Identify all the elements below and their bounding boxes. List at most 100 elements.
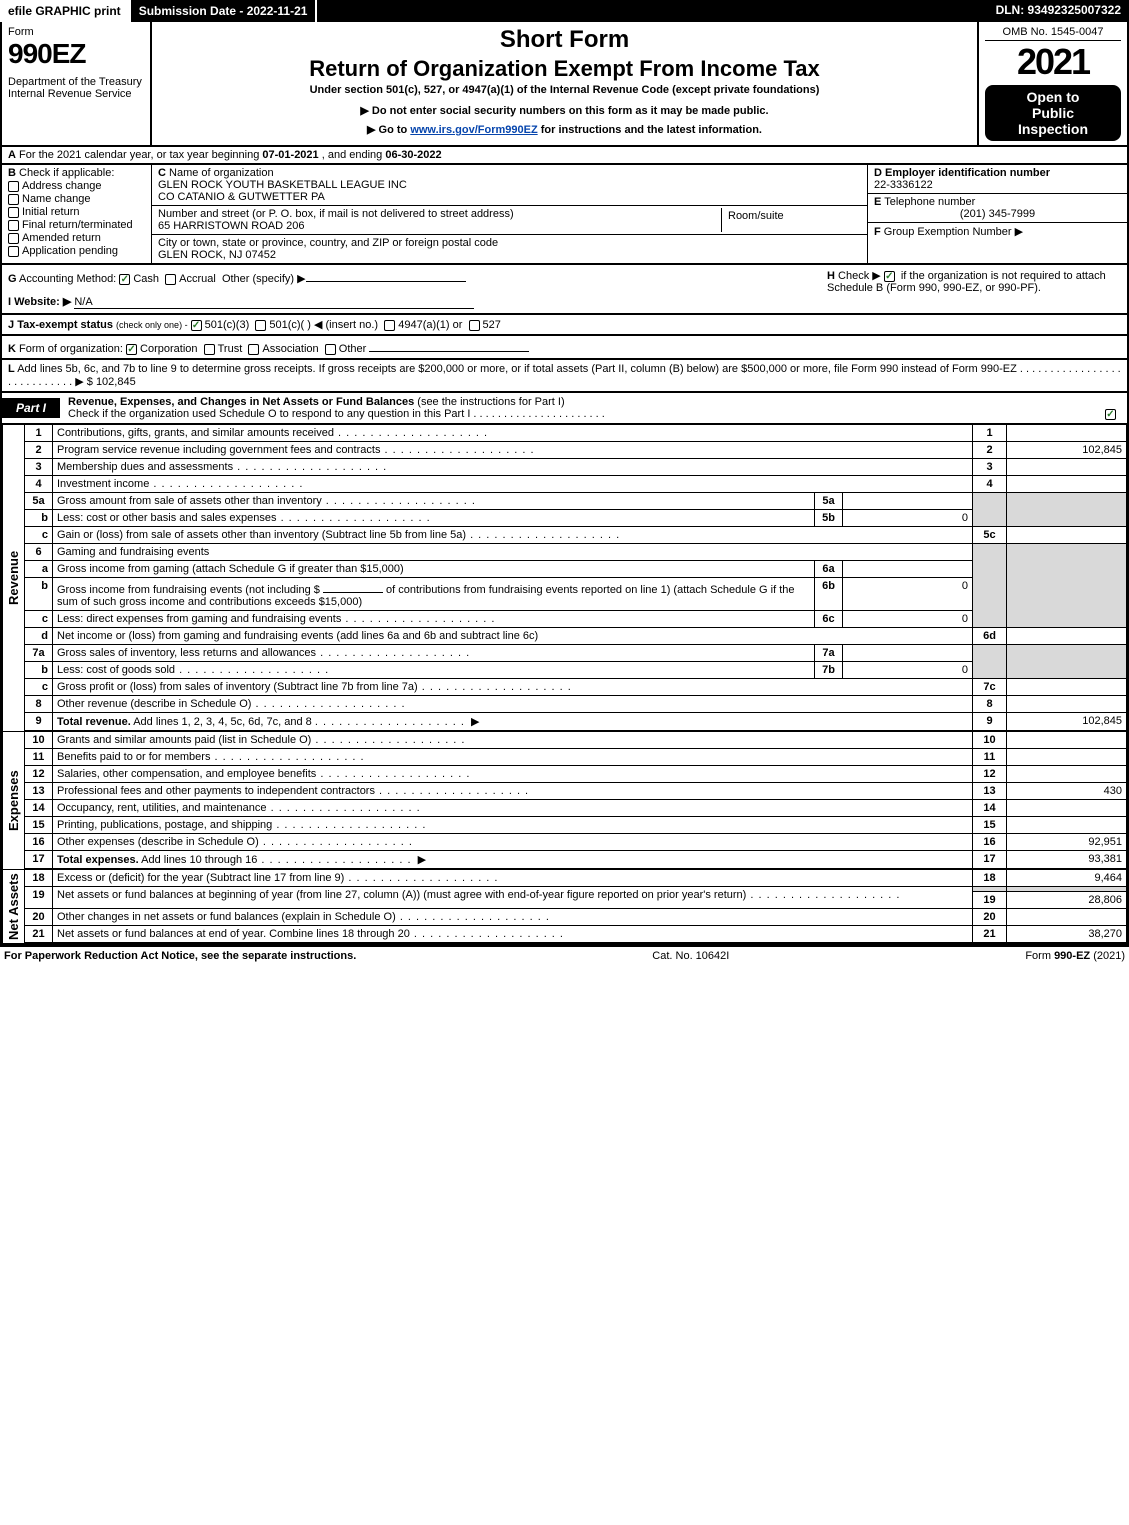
col-no: 4 — [973, 476, 1007, 493]
col-no: 12 — [973, 766, 1007, 783]
g-other-input[interactable] — [306, 269, 466, 282]
efile-print[interactable]: efile GRAPHIC print — [0, 0, 131, 22]
col-amt — [1007, 766, 1127, 783]
chk-corporation[interactable] — [126, 344, 137, 355]
line-i: I Website: ▶ N/A — [8, 295, 821, 309]
d-label: D — [874, 167, 882, 179]
chk-schedule-b[interactable] — [884, 271, 895, 282]
ln-no: 11 — [25, 749, 53, 766]
desc: Printing, publications, postage, and shi… — [53, 817, 973, 834]
chk-501c3[interactable] — [191, 320, 202, 331]
open-line3: Inspection — [989, 121, 1117, 137]
chk-trust[interactable] — [204, 344, 215, 355]
table-row: 20Other changes in net assets or fund ba… — [25, 909, 1127, 926]
mini-val: 0 — [843, 611, 973, 628]
checkbox-icon — [8, 220, 19, 231]
ln-no: 8 — [25, 696, 53, 713]
col-amt: 28,806 — [1007, 892, 1127, 909]
desc: Investment income — [53, 476, 973, 493]
chk-application-pending[interactable]: Application pending — [8, 245, 145, 257]
blank-input[interactable] — [323, 580, 383, 593]
org-name-1: GLEN ROCK YOUTH BASKETBALL LEAGUE INC — [158, 179, 407, 191]
grey-cell — [973, 645, 1007, 679]
desc: Program service revenue including govern… — [53, 442, 973, 459]
c-addr-title: Number and street (or P. O. box, if mail… — [158, 208, 514, 220]
desc: Gaming and fundraising events — [53, 544, 973, 561]
part1-title-block: Revenue, Expenses, and Changes in Net As… — [60, 393, 1127, 423]
table-row: 7aGross sales of inventory, less returns… — [25, 645, 1127, 662]
part1-header: Part I Revenue, Expenses, and Changes in… — [0, 393, 1129, 425]
checkbox-icon — [8, 207, 19, 218]
col-amt: 102,845 — [1007, 713, 1127, 731]
chk-other-org[interactable] — [325, 344, 336, 355]
room-title: Room/suite — [728, 210, 784, 222]
chk-501c[interactable] — [255, 320, 266, 331]
k-other-input[interactable] — [369, 339, 529, 352]
desc-part: Add lines 10 through 16 — [141, 854, 257, 866]
col-amt — [1007, 679, 1127, 696]
chk-527[interactable] — [469, 320, 480, 331]
col-no: 16 — [973, 834, 1007, 851]
chk-accrual[interactable] — [165, 274, 176, 285]
ln-no: 13 — [25, 783, 53, 800]
chk-cash[interactable] — [119, 274, 130, 285]
side-expenses: Expenses — [2, 732, 24, 869]
mini-val: 0 — [843, 662, 973, 679]
irs: Internal Revenue Service — [8, 88, 144, 100]
chk-association[interactable] — [248, 344, 259, 355]
mini-no: 5a — [815, 493, 843, 510]
mini-no: 6b — [815, 578, 843, 611]
line-a-label: A — [8, 149, 16, 161]
col-no: 21 — [973, 926, 1007, 943]
chk-address-change[interactable]: Address change — [8, 180, 145, 192]
mini-val — [843, 561, 973, 578]
note-goto-post: for instructions and the latest informat… — [538, 124, 762, 136]
col-no: 9 — [973, 713, 1007, 731]
chk-name-change[interactable]: Name change — [8, 193, 145, 205]
table-row: 17Total expenses. Add lines 10 through 1… — [25, 851, 1127, 869]
j-sub: (check only one) - — [116, 320, 188, 330]
table-row: 10Grants and similar amounts paid (list … — [25, 732, 1127, 749]
chk-schedule-o[interactable] — [1105, 409, 1116, 420]
footer-right-pre: Form — [1025, 950, 1054, 962]
table-row: 11Benefits paid to or for members11 — [25, 749, 1127, 766]
ln-sub: d — [25, 628, 53, 645]
chk-amended-return[interactable]: Amended return — [8, 232, 145, 244]
desc: Gross profit or (loss) from sales of inv… — [53, 679, 973, 696]
chk-final-return[interactable]: Final return/terminated — [8, 219, 145, 231]
checkbox-icon — [8, 246, 19, 257]
j-o3: 4947(a)(1) or — [398, 319, 462, 331]
e-title: Telephone number — [884, 196, 975, 208]
chk-4947[interactable] — [384, 320, 395, 331]
ln-no: 18 — [25, 870, 53, 887]
col-amt: 9,464 — [1007, 870, 1127, 887]
f-group-exempt: F Group Exemption Number ▶ — [868, 223, 1127, 240]
ln-no: 5a — [25, 493, 53, 510]
col-b: B Check if applicable: Address change Na… — [2, 165, 152, 263]
chk-label: Amended return — [22, 232, 101, 244]
col-no: 17 — [973, 851, 1007, 869]
table-row: 4Investment income4 — [25, 476, 1127, 493]
col-amt — [1007, 459, 1127, 476]
h-text: Check ▶ — [838, 270, 881, 282]
desc: Total revenue. Add lines 1, 2, 3, 4, 5c,… — [53, 713, 973, 731]
irs-link[interactable]: www.irs.gov/Form990EZ — [410, 124, 537, 136]
footer-left: For Paperwork Reduction Act Notice, see … — [4, 950, 356, 962]
col-amt — [1007, 628, 1127, 645]
chk-initial-return[interactable]: Initial return — [8, 206, 145, 218]
ln-no: 10 — [25, 732, 53, 749]
col-no: 18 — [973, 870, 1007, 887]
col-no: 20 — [973, 909, 1007, 926]
mini-no: 6c — [815, 611, 843, 628]
open-line2: Public — [989, 105, 1117, 121]
table-row: 14Occupancy, rent, utilities, and mainte… — [25, 800, 1127, 817]
grey-cell — [1007, 645, 1127, 679]
col-amt — [1007, 909, 1127, 926]
desc: Other revenue (describe in Schedule O) — [53, 696, 973, 713]
col-amt — [1007, 476, 1127, 493]
col-amt — [1007, 696, 1127, 713]
k-o3: Association — [262, 343, 318, 355]
mini-val: 0 — [843, 510, 973, 527]
footer-mid: Cat. No. 10642I — [652, 950, 729, 962]
ln-no: 17 — [25, 851, 53, 869]
